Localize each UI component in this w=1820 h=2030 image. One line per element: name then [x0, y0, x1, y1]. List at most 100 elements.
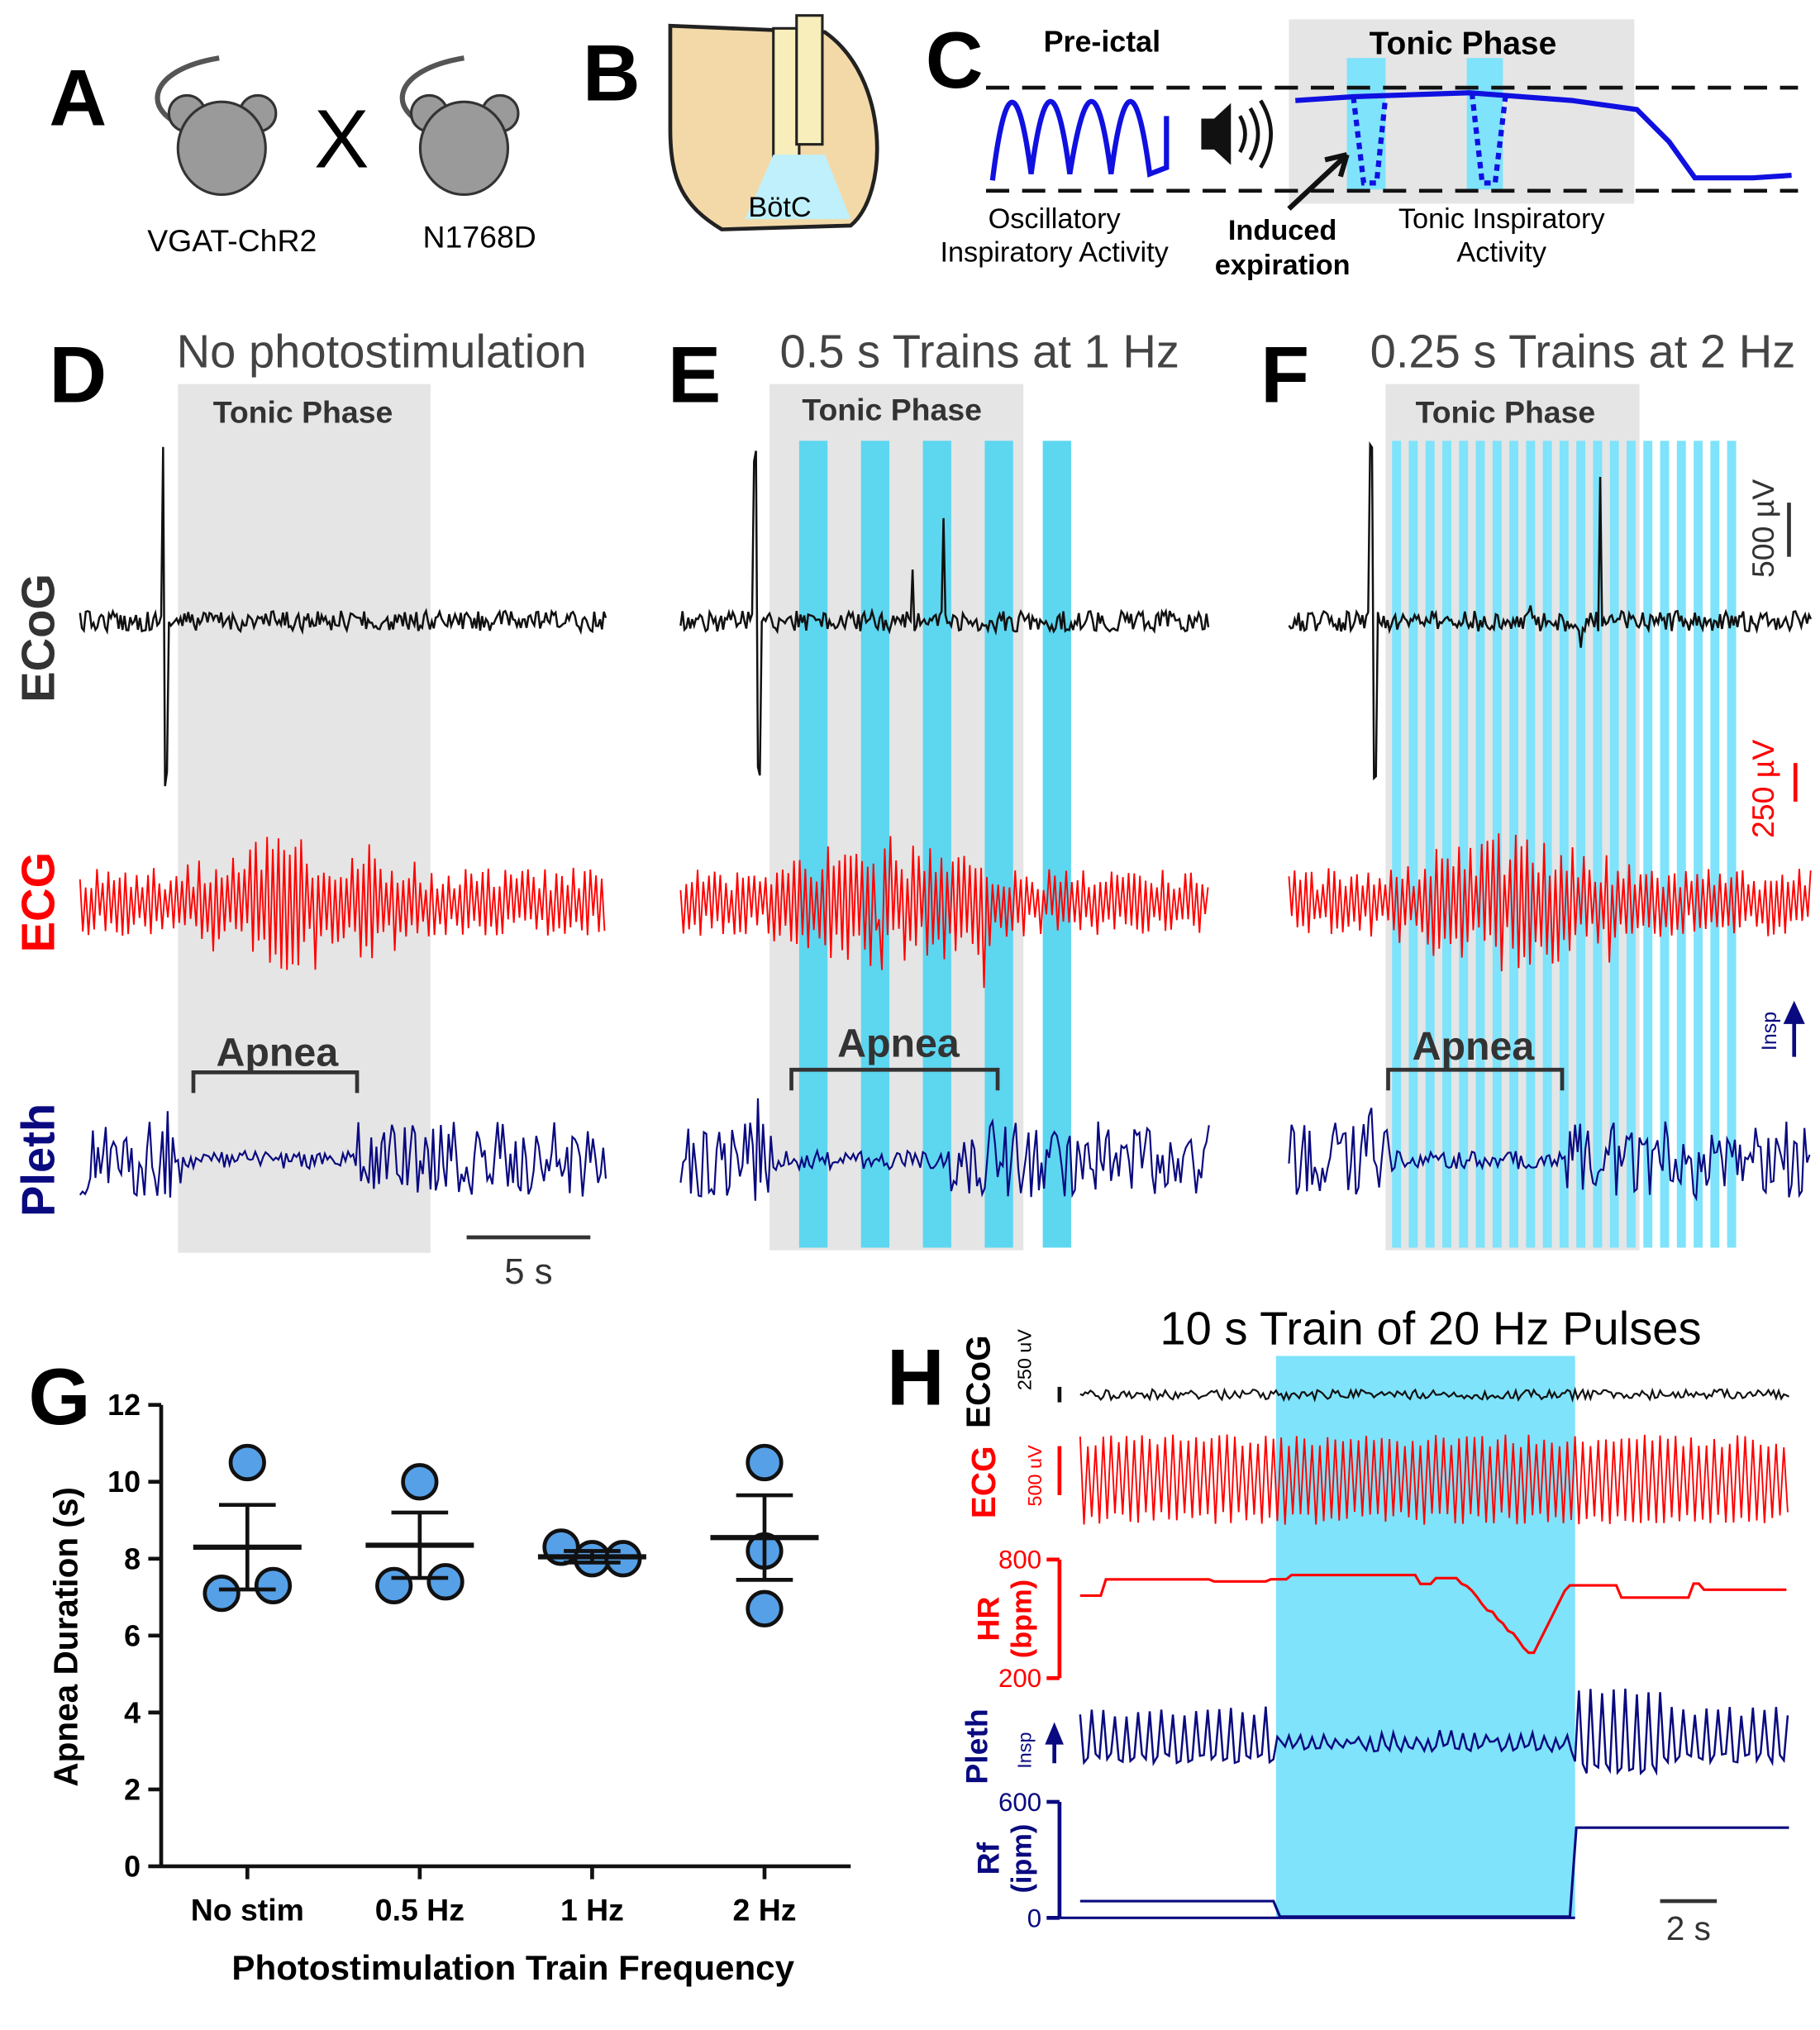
- stim-bar: [1425, 441, 1435, 1248]
- label: Activity: [1456, 237, 1546, 269]
- dot-plot: 0 2 4 6 8 10 12 Apnea Duration (s) Photostimulat…: [47, 1389, 851, 1987]
- y-tick-label: 2: [124, 1773, 141, 1806]
- stim-bar: [1710, 441, 1720, 1248]
- induced-expiration: [1351, 92, 1508, 186]
- stim-bar: [1609, 441, 1619, 1248]
- stim-bar: [1660, 441, 1670, 1248]
- insp-arrow: [1045, 1722, 1064, 1764]
- trace: [1288, 441, 1813, 781]
- panel-title: 0.5 s Trains at 1 Hz: [779, 325, 1179, 377]
- label: Oscillatory: [989, 203, 1122, 235]
- label: expiration: [1215, 250, 1351, 281]
- stim-bar: [1492, 441, 1502, 1248]
- y-tick-label: 4: [124, 1696, 141, 1729]
- panel-letter: H: [887, 1333, 945, 1422]
- tick-label: 200: [998, 1664, 1041, 1693]
- apnea-bracket: [191, 1067, 1565, 1094]
- axis-label: (bpm): [1007, 1580, 1038, 1658]
- region-label: BötC: [748, 192, 811, 223]
- stim-bar: [1475, 441, 1485, 1248]
- stim-bar: [984, 441, 1013, 1248]
- y-tick-label: 8: [124, 1542, 141, 1575]
- x-tick-label: No stim: [191, 1892, 304, 1927]
- row-label: ECoG: [12, 574, 64, 703]
- tonic-region: [1289, 19, 1635, 204]
- panel-title: 10 s Train of 20 Hz Pulses: [1160, 1302, 1701, 1354]
- trace: [79, 1111, 607, 1198]
- stim-bar: [1509, 441, 1519, 1248]
- speaker-icon: [1201, 102, 1232, 165]
- cross: X: [314, 94, 369, 186]
- stim-bar: [1559, 441, 1569, 1248]
- trace: [1288, 833, 1812, 972]
- insp-arrow: [1783, 1000, 1805, 1057]
- label: Pre-ictal: [1044, 25, 1161, 58]
- traces: [79, 441, 1813, 1202]
- trace: [679, 1098, 1210, 1201]
- tick-label: 800: [998, 1546, 1041, 1575]
- stim-bars: [798, 441, 1071, 1248]
- label: Inspiratory Activity: [940, 237, 1169, 269]
- trace: [1079, 1386, 1789, 1403]
- axes: 200 800 0 600: [998, 1546, 1575, 1932]
- x-axis-title: Photostimulation Train Frequency: [231, 1948, 794, 1987]
- dot: [375, 1566, 413, 1604]
- panel-letter: A: [49, 53, 107, 142]
- row-label: ECG: [12, 852, 64, 953]
- x-tick-label: 1 Hz: [560, 1892, 624, 1927]
- stim-bars: [1392, 441, 1737, 1248]
- panel-title: 0.25 s Trains at 2 Hz: [1370, 325, 1796, 377]
- stim-bar: [1627, 441, 1636, 1248]
- label: Induced: [1228, 215, 1336, 246]
- dot: [426, 1563, 465, 1601]
- apnea-label: Apnea: [217, 1031, 340, 1075]
- stim-bar: [1676, 441, 1686, 1248]
- axis-label: HR: [971, 1597, 1006, 1642]
- row-label: Pleth: [960, 1708, 994, 1784]
- stim-bar: [1643, 441, 1653, 1248]
- label: Tonic Inspiratory: [1398, 203, 1606, 235]
- tonic-trace: [1295, 90, 1792, 181]
- scale-label: 5 s: [504, 1251, 552, 1292]
- stim-bar: [1442, 441, 1451, 1248]
- scale-label: 250 µV: [1746, 740, 1780, 838]
- scale-label: 500 µV: [1746, 479, 1780, 578]
- mouse-icon: [155, 55, 520, 197]
- trace: [1079, 1689, 1789, 1776]
- x-tick-label: 0.5 Hz: [375, 1892, 465, 1927]
- panel-letter: G: [28, 1352, 90, 1441]
- dot: [202, 1575, 241, 1613]
- dot: [228, 1443, 266, 1482]
- trace: [1079, 1434, 1789, 1525]
- brain-icon: [668, 14, 879, 231]
- trace: [1079, 1573, 1787, 1655]
- dot: [746, 1589, 784, 1627]
- tonic-region: [178, 384, 431, 1253]
- panel-letter: C: [926, 16, 984, 105]
- stim-bar: [1042, 441, 1071, 1248]
- row-label: Pleth: [12, 1103, 64, 1217]
- y-tick-label: 0: [124, 1850, 141, 1883]
- oscillation-trace: [989, 98, 1170, 181]
- tonic-label: Tonic Phase: [802, 392, 982, 426]
- trace: [679, 836, 1209, 989]
- row-label: ECG: [965, 1446, 1003, 1518]
- scale-label: 500 uV: [1024, 1445, 1046, 1506]
- stim-bar: [1727, 441, 1737, 1248]
- axis-label: (ipm): [1007, 1824, 1038, 1894]
- panel-letter: D: [49, 331, 107, 420]
- arrow: [1287, 152, 1350, 211]
- label: Tonic Phase: [1370, 26, 1557, 61]
- panel-title: No photostimulation: [177, 325, 587, 377]
- stim-bar: [1542, 441, 1552, 1248]
- tonic-label: Tonic Phase: [1416, 394, 1596, 429]
- stim-bar: [1576, 441, 1586, 1248]
- tick-label: 0: [1027, 1904, 1041, 1932]
- panel-letter: B: [583, 29, 641, 118]
- y-tick-label: 12: [107, 1389, 141, 1422]
- scale-label: 250 uV: [1014, 1329, 1036, 1390]
- apnea-label: Apnea: [837, 1022, 960, 1066]
- trace: [1288, 1108, 1811, 1202]
